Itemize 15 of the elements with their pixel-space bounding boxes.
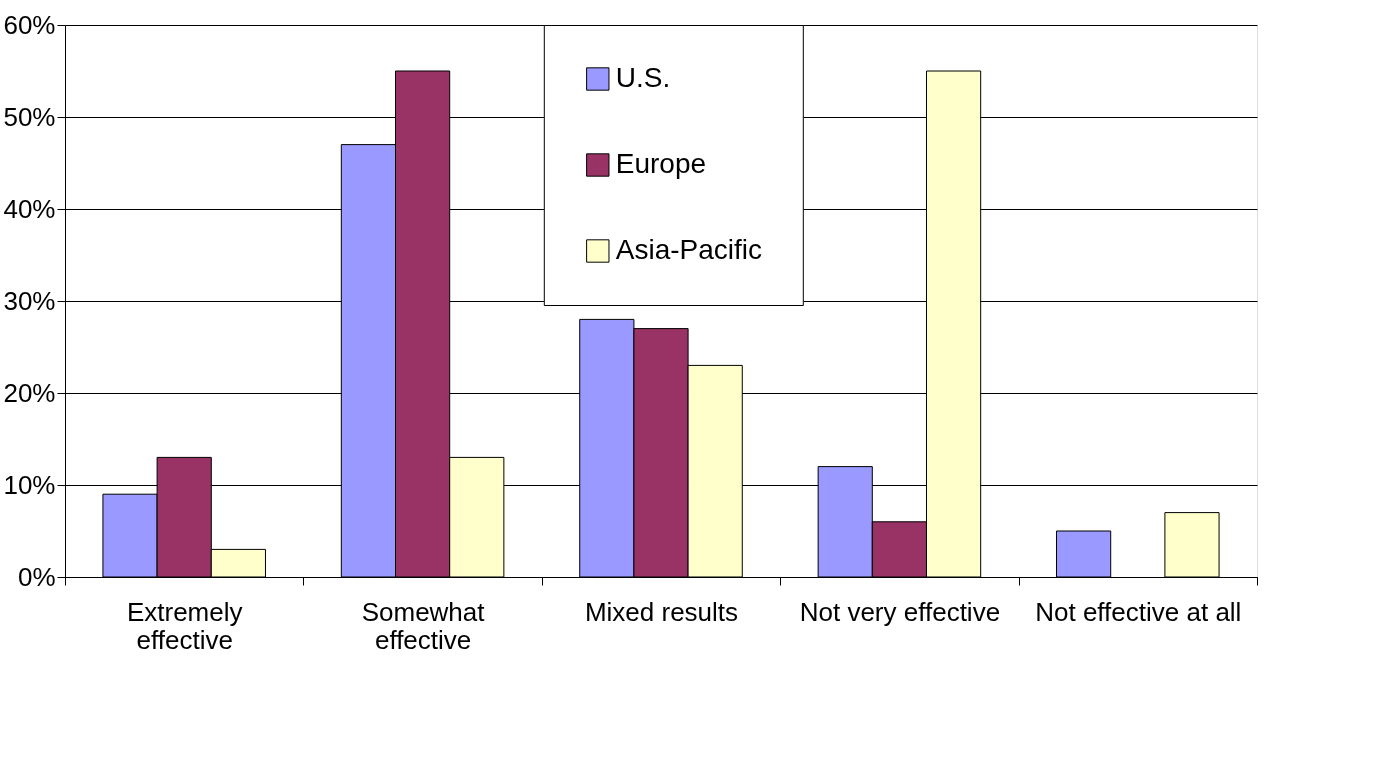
x-tick-label: Not very effective [799, 596, 1001, 627]
legend-label: Asia-Pacific [615, 234, 763, 265]
x-tick-label: Somewhat effective [361, 596, 486, 655]
x-tick-label: Not effective at all [1035, 596, 1242, 627]
x-tick-label: Extremely effective [126, 596, 243, 655]
y-tick-label: 60% [3, 9, 56, 40]
y-tick-label: 0% [17, 561, 56, 592]
x-tick-label: Mixed results [584, 596, 739, 627]
y-tick-label: 20% [3, 377, 56, 408]
y-tick-label: 50% [3, 101, 56, 132]
y-tick-label: 40% [3, 193, 56, 224]
legend-label: Europe [615, 148, 707, 179]
legend-label: U.S. [615, 62, 671, 93]
y-tick-label: 10% [3, 469, 56, 500]
y-tick-label: 30% [3, 285, 56, 316]
